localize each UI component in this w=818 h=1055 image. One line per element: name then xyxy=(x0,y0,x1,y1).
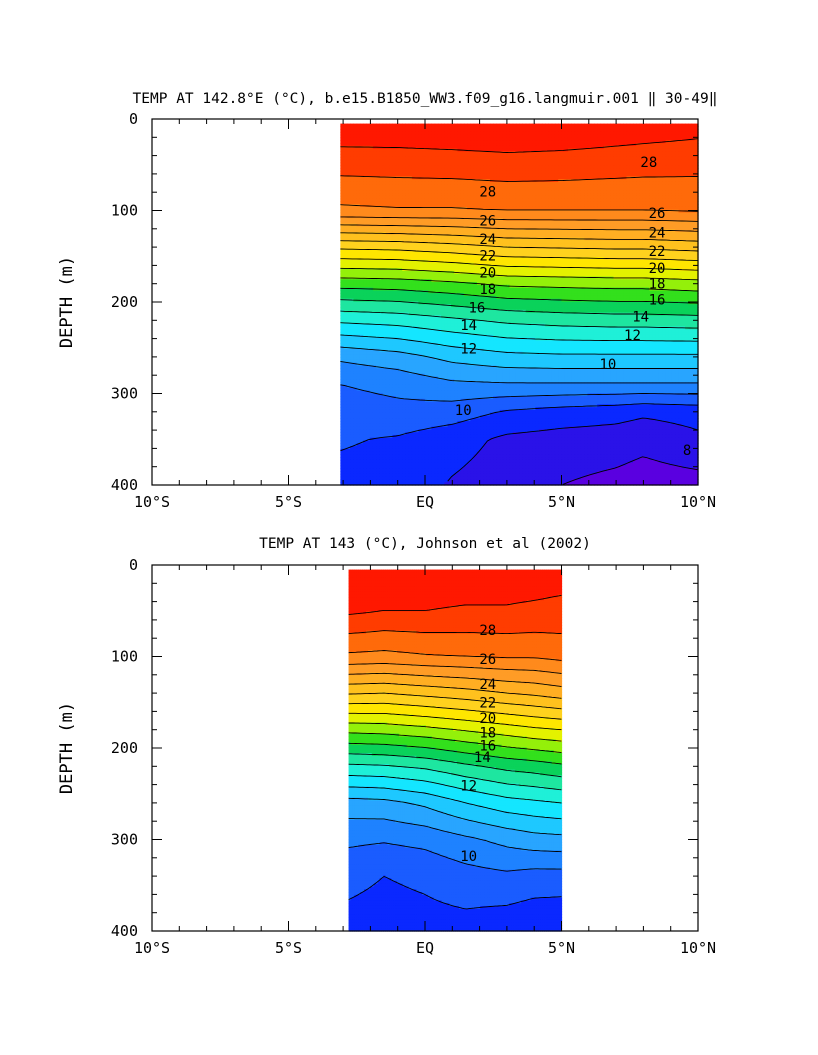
filled-contours xyxy=(340,124,698,486)
panel-model: TEMP AT 142.8°E (°C), b.e15.B1850_WW3.f0… xyxy=(57,91,717,511)
plot-title-model: TEMP AT 142.8°E (°C), b.e15.B1850_WW3.f0… xyxy=(133,91,718,107)
y-axis-label-model: DEPTH (m) xyxy=(57,256,77,348)
